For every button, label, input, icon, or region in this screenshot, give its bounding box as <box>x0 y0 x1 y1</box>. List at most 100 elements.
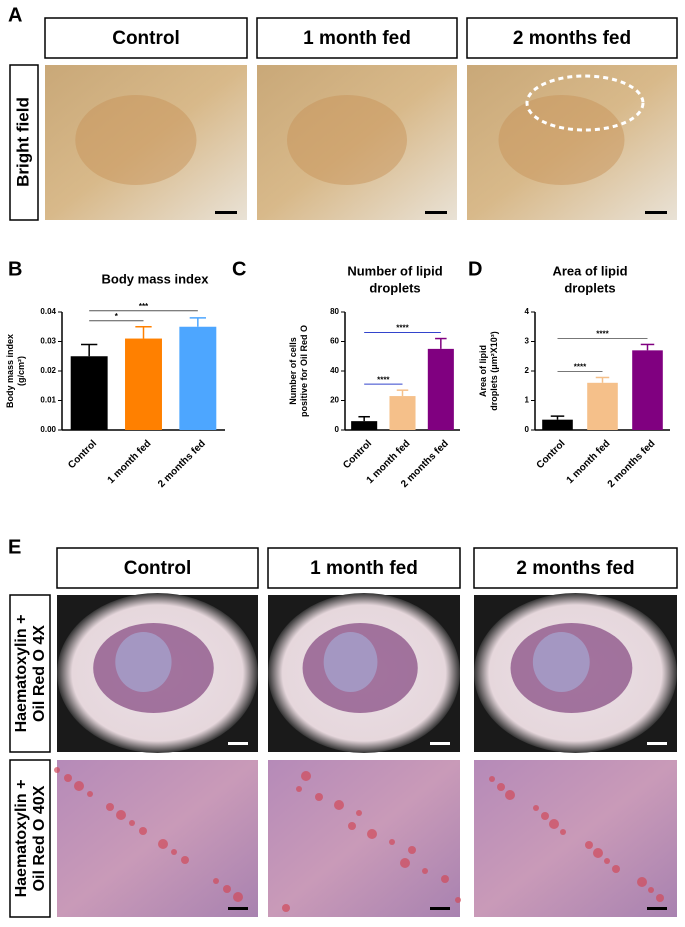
header-box <box>256 17 458 59</box>
lipid-spot <box>158 839 168 849</box>
y-axis-label: (g/cm²) <box>16 356 26 386</box>
lipid-spot <box>367 829 377 839</box>
scale-bar <box>425 211 447 214</box>
row-label: Oil Red O 40X <box>31 785 48 891</box>
lipid-spot <box>233 892 243 902</box>
header-box <box>9 594 51 753</box>
lipid-spot <box>223 885 231 893</box>
photo-40x <box>57 760 258 917</box>
lipid-spot <box>129 820 135 826</box>
y-axis-label: positive for Oil Red O <box>299 325 309 417</box>
column-header: 1 month fed <box>303 28 411 49</box>
panel-label: E <box>8 536 21 558</box>
tissue-core <box>115 632 172 692</box>
y-tick-label: 0 <box>335 425 340 434</box>
lipid-spot <box>497 783 505 791</box>
header-box <box>473 547 678 589</box>
y-tick-label: 0.03 <box>40 337 56 346</box>
x-tick-label: 1 month fed <box>565 438 613 486</box>
significance-label: * <box>115 312 119 321</box>
significance-label: **** <box>377 375 390 384</box>
tissue-core <box>532 632 590 692</box>
bar <box>389 396 416 430</box>
y-tick-label: 60 <box>330 337 339 346</box>
lipid-spot <box>116 810 126 820</box>
y-tick-label: 0.02 <box>40 366 56 375</box>
lipid-spot <box>489 776 495 782</box>
column-header: 2 months fed <box>516 558 634 579</box>
x-tick-label: Control <box>535 438 568 471</box>
y-tick-label: 4 <box>525 307 530 316</box>
bar <box>70 356 108 430</box>
photo-40x <box>474 760 677 917</box>
bar <box>179 326 217 430</box>
lipid-spot <box>533 805 539 811</box>
header-box <box>44 17 248 59</box>
y-tick-label: 3 <box>525 337 530 346</box>
y-tick-label: 40 <box>330 366 339 375</box>
header-box <box>9 759 51 918</box>
header-box <box>466 17 678 59</box>
lipid-spot <box>560 829 566 835</box>
lipid-spot <box>593 848 603 858</box>
bar <box>427 348 454 430</box>
lipid-spot <box>612 865 620 873</box>
lipid-spot <box>656 894 664 902</box>
scale-bar <box>430 742 450 745</box>
lipid-spot <box>181 856 189 864</box>
y-tick-label: 80 <box>330 307 339 316</box>
x-tick-label: Control <box>341 438 374 471</box>
header-box <box>9 64 39 221</box>
header-box <box>267 547 461 589</box>
y-tick-label: 0 <box>525 425 530 434</box>
lipid-spot <box>400 858 410 868</box>
bar <box>587 382 618 430</box>
lipid-spot <box>604 858 610 864</box>
chart-title: Area of lipid <box>552 263 627 278</box>
column-header: Control <box>112 28 180 49</box>
highlight-ellipse <box>525 74 645 132</box>
panel-label: A <box>8 4 22 26</box>
lipid-spot <box>648 887 654 893</box>
bar <box>351 421 378 430</box>
row-label: Haematoxylin + <box>13 780 30 898</box>
column-header: 2 months fed <box>513 28 631 49</box>
scale-bar <box>430 907 450 910</box>
lipid-spot <box>422 868 428 874</box>
chart-title: droplets <box>564 280 615 295</box>
panel-label: D <box>468 258 482 280</box>
chart-title: Body mass index <box>102 271 210 286</box>
lipid-spot <box>348 822 356 830</box>
bar <box>542 419 573 430</box>
scale-bar <box>647 742 667 745</box>
lipid-spot <box>106 803 114 811</box>
lipid-spot <box>139 827 147 835</box>
bar <box>125 338 162 430</box>
chart-title: Number of lipid <box>347 263 442 278</box>
y-tick-label: 0.04 <box>40 307 56 316</box>
lipid-spot <box>171 849 177 855</box>
scale-bar <box>215 211 237 214</box>
lipid-spot <box>549 819 559 829</box>
lipid-spot <box>356 810 362 816</box>
lipid-spot <box>637 877 647 887</box>
lipid-spot <box>441 875 449 883</box>
panel-label: C <box>232 258 246 280</box>
lipid-spot <box>505 790 515 800</box>
y-tick-label: 20 <box>330 396 339 405</box>
y-tick-label: 0.00 <box>40 425 56 434</box>
lipid-spot <box>585 841 593 849</box>
y-axis-label: droplets (μm²X10³) <box>489 331 499 411</box>
scale-bar <box>645 211 667 214</box>
lipid-spot <box>87 791 93 797</box>
lipid-spot <box>54 767 60 773</box>
lipid-spot <box>408 846 416 854</box>
significance-label: *** <box>139 302 149 311</box>
column-header: 1 month fed <box>310 558 418 579</box>
scale-bar <box>228 907 248 910</box>
x-tick-label: 2 months fed <box>156 438 208 490</box>
lipid-spot <box>296 786 302 792</box>
y-tick-label: 1 <box>525 396 530 405</box>
